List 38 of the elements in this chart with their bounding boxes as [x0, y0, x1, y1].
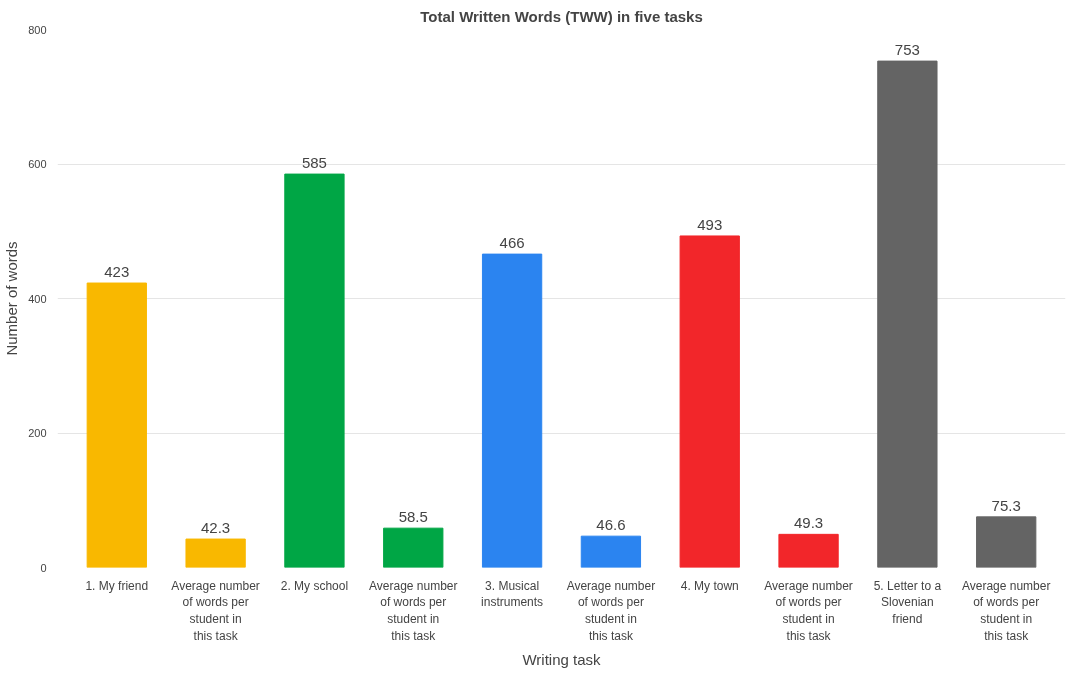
chart-title: Total Written Words (TWW) in five tasks [420, 7, 703, 25]
data-label: 42.3 [201, 519, 231, 537]
data-label: 753 [894, 41, 920, 59]
y-axis-title: Number of words [3, 241, 21, 356]
x-tick-label: Average number of words per student in this task [566, 578, 656, 643]
bar [976, 516, 1037, 568]
data-label: 75.3 [991, 496, 1021, 514]
bar [284, 173, 345, 568]
data-label: 466 [499, 234, 525, 252]
data-label: 49.3 [793, 514, 824, 532]
y-tick-label: 600 [28, 158, 47, 170]
x-tick-label: Average number of words per student in this task [171, 578, 260, 643]
data-label: 493 [697, 215, 723, 233]
y-tick-label: 0 [40, 561, 47, 574]
x-tick-label: 4. My town [680, 578, 739, 593]
bar [383, 527, 444, 568]
bar [877, 60, 938, 568]
bar [778, 533, 839, 568]
bar [679, 235, 740, 568]
data-label: 46.6 [596, 516, 626, 534]
x-tick-label: 2. My school [280, 578, 349, 593]
x-tick-label: Average number of words per student in this task [369, 578, 458, 643]
bar [86, 282, 147, 568]
data-label: 423 [104, 263, 130, 281]
bar [580, 535, 642, 568]
bar [481, 253, 543, 568]
y-tick-label: 800 [28, 23, 47, 36]
y-tick-label: 400 [28, 292, 47, 305]
x-tick-label: Average number of words per student in this task [961, 578, 1051, 643]
data-label: 585 [301, 154, 327, 172]
y-tick-label: 200 [28, 427, 47, 439]
x-tick-label: 3. Musical instruments [481, 578, 544, 610]
data-label: 58.5 [398, 508, 428, 526]
x-axis-title: Writing task [522, 650, 602, 668]
bar [185, 538, 246, 568]
x-tick-label: Average number of words per student in this task [764, 578, 853, 643]
x-tick-label: 5. Letter to a Slovenian friend [873, 578, 942, 627]
x-tick-label: 1. My friend [85, 578, 149, 593]
